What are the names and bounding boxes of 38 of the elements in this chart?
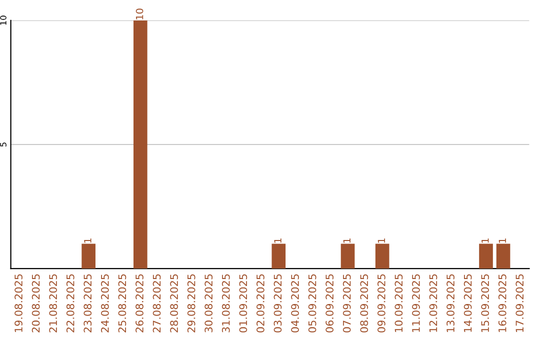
x-tick-label: 19.08.2025 (14, 274, 22, 332)
x-tick-label: 20.08.2025 (32, 274, 40, 332)
x-tick-label: 30.08.2025 (204, 274, 213, 332)
x-tick-label: 27.08.2025 (152, 274, 161, 332)
data-label: 1 (84, 238, 92, 243)
x-tick-label: 07.09.2025 (342, 274, 351, 332)
x-tick-label: 31.08.2025 (222, 274, 230, 332)
x-tick-label: 16.09.2025 (498, 274, 506, 332)
x-tick-label: 06.09.2025 (326, 274, 334, 332)
x-tick-label: 28.08.2025 (170, 274, 178, 332)
data-label: 1 (498, 238, 506, 243)
x-tick-label: 11.09.2025 (412, 274, 420, 332)
x-tick-label: 13.09.2025 (446, 274, 454, 332)
x-tick-label: 14.09.2025 (464, 274, 472, 332)
x-tick-label: 04.09.2025 (291, 274, 299, 332)
x-tick-label: 22.08.2025 (66, 274, 74, 332)
x-tick-label: 23.08.2025 (84, 274, 92, 332)
x-tick-label: 12.09.2025 (429, 274, 438, 332)
data-label: 1 (378, 238, 386, 243)
x-tick-label: 21.08.2025 (49, 274, 58, 332)
x-tick-label: 15.09.2025 (481, 274, 490, 332)
x-tick-label: 02.09.2025 (256, 274, 264, 332)
x-tick-label: 08.09.2025 (360, 274, 368, 332)
x-tick-label: 03.09.2025 (274, 274, 282, 332)
data-label: 10 (136, 8, 144, 20)
x-tick-label: 01.09.2025 (239, 274, 248, 332)
y-tick-label: 5 (0, 142, 6, 147)
x-tick-label: 17.09.2025 (516, 274, 524, 332)
data-label: 1 (274, 238, 282, 243)
x-tick-label: 09.09.2025 (377, 274, 386, 332)
x-tick-label: 26.08.2025 (136, 274, 144, 332)
x-tick-label: 25.08.2025 (118, 274, 126, 332)
data-label: 1 (482, 238, 489, 243)
x-tick-label: 10.09.2025 (394, 274, 403, 332)
x-tick-label: 24.08.2025 (100, 274, 109, 332)
x-tick-label: 05.09.2025 (308, 274, 316, 332)
data-label: 1 (343, 238, 350, 243)
x-tick-label: 29.08.2025 (187, 274, 196, 332)
